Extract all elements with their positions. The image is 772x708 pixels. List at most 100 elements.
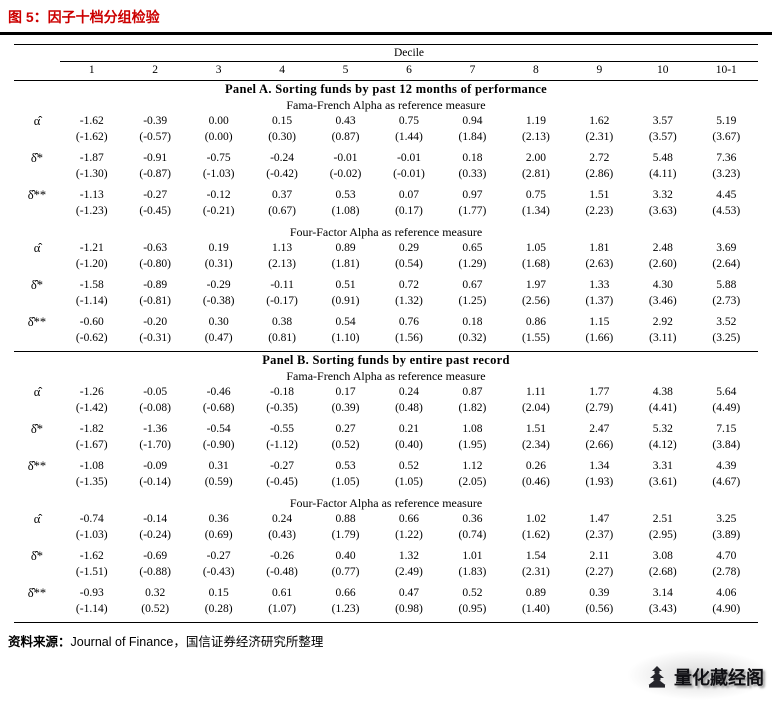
tstat-value: (-1.70)	[139, 439, 171, 451]
coefficient-value: 0.88	[335, 513, 356, 525]
tstat-value: (-0.88)	[139, 566, 171, 578]
coefficient-value: 0.30	[208, 316, 229, 328]
coefficient-label: δ̂**	[27, 586, 47, 600]
tstat-value: (0.98)	[395, 603, 423, 615]
coefficient-value: 2.11	[589, 550, 610, 562]
tstat-value: (1.83)	[458, 566, 487, 578]
coefficient-value: 0.27	[335, 423, 356, 435]
tstat-value: (1.44)	[395, 131, 423, 143]
tstat-value: (0.91)	[331, 295, 360, 307]
decile-table: Decile 1 2 3 4 5 6 7 8 9 10 10-1 Panel A. Sorting fu…	[14, 44, 758, 623]
coefficient-value: -1.26	[79, 386, 104, 398]
tstat-value: (-1.14)	[75, 603, 108, 615]
tstat-value: (2.13)	[268, 258, 296, 270]
tstat-value: (0.56)	[585, 603, 614, 615]
column-header: 10	[657, 64, 669, 76]
coefficient-value: 0.66	[335, 587, 356, 599]
tstat-value: (3.46)	[648, 295, 677, 307]
coefficient-value: -0.05	[143, 386, 168, 398]
coefficient-value: 0.87	[462, 386, 483, 398]
panel-title: Panel A. Sorting funds by past 12 months…	[224, 82, 548, 96]
coefficient-value: 1.19	[525, 115, 546, 127]
coefficient-value: -0.12	[206, 189, 231, 201]
watermark-logo: 量化藏经阁	[627, 650, 770, 700]
coefficient-row: δ̂* -1.62 -0.69 -0.27 -0.26 0.40 1.32 1.01 1.54 2…	[14, 548, 758, 564]
tstat-spacer	[14, 564, 60, 585]
coefficient-value: 1.51	[589, 189, 610, 201]
coefficient-value: 4.38	[652, 386, 673, 398]
coefficient-value: -0.69	[143, 550, 168, 562]
tstat-value: (2.73)	[712, 295, 741, 307]
coefficient-value: -1.82	[79, 423, 104, 435]
coefficient-value: 4.06	[716, 587, 737, 599]
coefficient-value: -0.27	[270, 460, 295, 472]
coefficient-value: 5.32	[652, 423, 673, 435]
tstat-spacer	[14, 203, 60, 224]
coefficient-value: -0.54	[206, 423, 231, 435]
tstat-value: (-0.68)	[202, 402, 235, 414]
tstat-spacer	[14, 330, 60, 351]
tstat-value: (3.84)	[712, 439, 741, 451]
tstat-value: (2.64)	[712, 258, 741, 270]
column-header: 9	[596, 64, 603, 76]
coefficient-label: α̂	[33, 241, 41, 255]
coefficient-value: 0.53	[335, 460, 356, 472]
tstat-value: (1.93)	[585, 476, 614, 488]
coefficient-value: 1.51	[525, 423, 546, 435]
rule-cell	[14, 44, 758, 45]
tstat-value: (2.31)	[585, 131, 614, 143]
tstat-value: (2.04)	[522, 402, 550, 414]
coefficient-row: α̂ -1.26 -0.05 -0.46 -0.18 0.17 0.24 0.87 1.11 1.…	[14, 384, 758, 400]
coefficient-value: 0.67	[462, 279, 483, 291]
coefficient-value: 5.19	[716, 115, 737, 127]
column-header: 4	[279, 64, 285, 76]
tstat-value: (1.08)	[331, 205, 360, 217]
tstat-value: (1.10)	[331, 332, 360, 344]
coefficient-value: 1.62	[589, 115, 610, 127]
tstat-value: (1.81)	[331, 258, 360, 270]
coefficient-row: α̂ -0.74 -0.14 0.36 0.24 0.88 0.66 0.36 1.02 1.47…	[14, 511, 758, 527]
tstat-value: (0.30)	[268, 131, 296, 143]
tstat-value: (-0.24)	[139, 529, 171, 541]
tstat-value: (0.31)	[204, 258, 233, 270]
tstat-value: (2.27)	[585, 566, 614, 578]
coefficient-label: δ̂*	[30, 549, 44, 563]
coefficient-value: -1.87	[79, 152, 104, 164]
decile-header-row: Decile	[14, 44, 758, 62]
section-title-row: Four-Factor Alpha as reference measure	[14, 224, 758, 240]
coefficient-value: 5.48	[652, 152, 673, 164]
tstat-value: (0.48)	[395, 402, 423, 414]
coefficient-label: α̂	[33, 512, 41, 526]
section-title-row: Fama-French Alpha as reference measure	[14, 368, 758, 384]
watermark-text: 量化藏经阁	[674, 668, 764, 688]
tstat-value: (-0.90)	[202, 439, 235, 451]
coefficient-value: 1.81	[589, 242, 610, 254]
tstat-value: (4.67)	[712, 476, 741, 488]
tstat-value: (-1.62)	[75, 131, 108, 143]
figure-title: 图 5：因子十档分组检验	[8, 9, 160, 25]
tstat-value: (1.55)	[522, 332, 550, 344]
coefficient-value: 3.32	[652, 189, 673, 201]
tstat-value: (-0.45)	[139, 205, 171, 217]
tstat-value: (0.87)	[331, 131, 360, 143]
coefficient-value: -1.62	[79, 550, 104, 562]
coefficient-value: -0.01	[397, 152, 421, 164]
coefficient-value: -0.91	[143, 152, 168, 164]
tstat-value: (-1.03)	[202, 168, 235, 180]
tstat-row: (-1.35) (-0.14) (0.59) (-0.45) (1.05) (1.05) (…	[14, 474, 758, 495]
coefficient-value: -1.13	[79, 189, 104, 201]
tstat-value: (2.31)	[522, 566, 550, 578]
coefficient-value: -0.55	[270, 423, 295, 435]
tstat-value: (2.86)	[585, 168, 614, 180]
tstat-value: (1.29)	[458, 258, 487, 270]
coefficient-label: α̂	[33, 114, 41, 128]
coefficient-value: 0.24	[398, 386, 420, 398]
tstat-value: (3.89)	[712, 529, 741, 541]
coefficient-value: -1.36	[143, 423, 168, 435]
tstat-value: (4.12)	[648, 439, 677, 451]
tstat-value: (-0.02)	[329, 168, 362, 180]
tstat-value: (2.05)	[458, 476, 487, 488]
tstat-value: (4.90)	[712, 603, 741, 615]
coefficient-value: 1.47	[589, 513, 610, 525]
coefficient-value: 0.65	[462, 242, 483, 254]
